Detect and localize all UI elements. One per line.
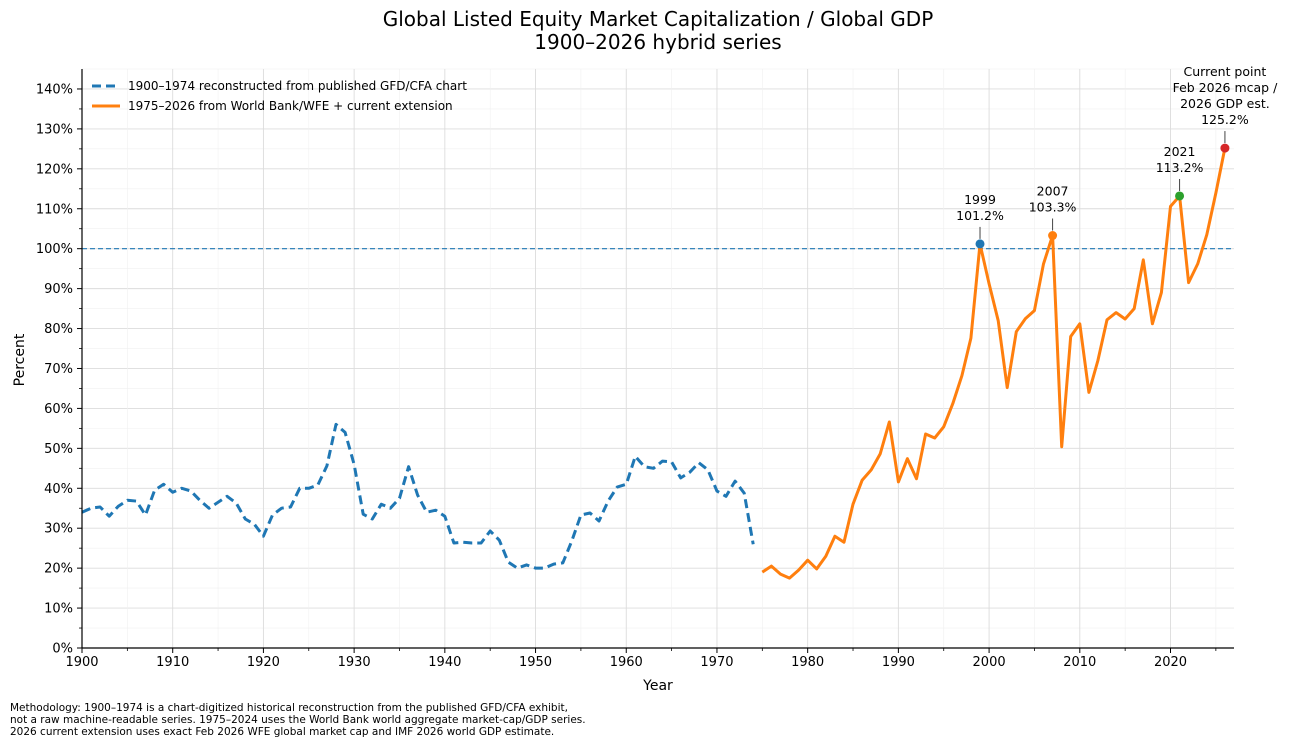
x-tick-label: 2010 xyxy=(1063,655,1096,670)
annotation-label: Current point xyxy=(1184,64,1267,79)
x-tick-label: 1900 xyxy=(65,655,98,670)
annotation-label: 125.2% xyxy=(1201,112,1249,127)
annotation-label: 103.3% xyxy=(1029,200,1077,215)
annotation-label: 1999 xyxy=(964,192,996,207)
annotation-label: 2021 xyxy=(1164,144,1196,159)
y-tick-label: 140% xyxy=(36,82,73,97)
x-tick-label: 1980 xyxy=(791,655,824,670)
y-axis-label: Percent xyxy=(12,333,28,386)
series-line-historical xyxy=(81,422,755,570)
annotation-marker xyxy=(1048,231,1058,241)
methodology-note: Methodology: 1900–1974 is a chart-digiti… xyxy=(10,702,586,738)
axes xyxy=(81,69,1234,649)
y-tick-label: 100% xyxy=(36,242,73,257)
y-tick-label: 30% xyxy=(44,522,73,537)
x-tick-label: 1910 xyxy=(156,655,189,670)
grid xyxy=(81,68,1234,649)
y-tick-label: 80% xyxy=(44,322,73,337)
annotation-marker xyxy=(1220,143,1230,153)
x-tick-label: 2020 xyxy=(1154,655,1187,670)
series-layer xyxy=(81,147,1227,580)
y-tick-label: 90% xyxy=(44,282,73,297)
annotation-label: 2026 GDP est. xyxy=(1180,96,1270,111)
series-line-modern xyxy=(761,147,1227,580)
y-tick-label: 70% xyxy=(44,362,73,377)
annotation-marker xyxy=(1175,191,1185,201)
y-tick-label: 50% xyxy=(44,442,73,457)
annotation-label: 101.2% xyxy=(956,208,1004,223)
chart-title: Global Listed Equity Market Capitalizati… xyxy=(383,7,934,31)
y-tick-label: 130% xyxy=(36,122,73,137)
x-tick-label: 1920 xyxy=(247,655,280,670)
annotation-label: 113.2% xyxy=(1156,160,1204,175)
legend: 1900–1974 reconstructed from published G… xyxy=(92,79,467,113)
y-tick-label: 110% xyxy=(36,202,73,217)
tick-labels: 0% 10% 20% 30% 40% 50% 60% 70% 80% 90% 100% 110% 120… xyxy=(36,82,1217,670)
legend-entry: 1900–1974 reconstructed from published G… xyxy=(128,79,467,93)
x-tick-label: 1940 xyxy=(428,655,461,670)
annotation-marker xyxy=(975,239,985,249)
x-tick-label: 2000 xyxy=(973,655,1006,670)
x-tick-label: 1950 xyxy=(519,655,552,670)
y-tick-label: 40% xyxy=(44,482,73,497)
y-tick-label: 60% xyxy=(44,402,73,417)
y-tick-label: 20% xyxy=(44,562,73,577)
legend-entry: 1975–2026 from World Bank/WFE + current … xyxy=(128,99,453,113)
x-tick-label: 1990 xyxy=(882,655,915,670)
annotation-label: 2007 xyxy=(1037,184,1069,199)
chart-subtitle: 1900–2026 hybrid series xyxy=(534,30,781,54)
x-tick-label: 1930 xyxy=(338,655,371,670)
y-tick-label: 10% xyxy=(44,602,73,617)
x-axis-label: Year xyxy=(642,678,673,694)
x-tick-label: 1970 xyxy=(700,655,733,670)
annotation-label: Feb 2026 mcap / xyxy=(1173,80,1279,95)
y-tick-label: 0% xyxy=(52,642,73,657)
x-tick-label: 1960 xyxy=(610,655,643,670)
y-tick-label: 120% xyxy=(36,162,73,177)
